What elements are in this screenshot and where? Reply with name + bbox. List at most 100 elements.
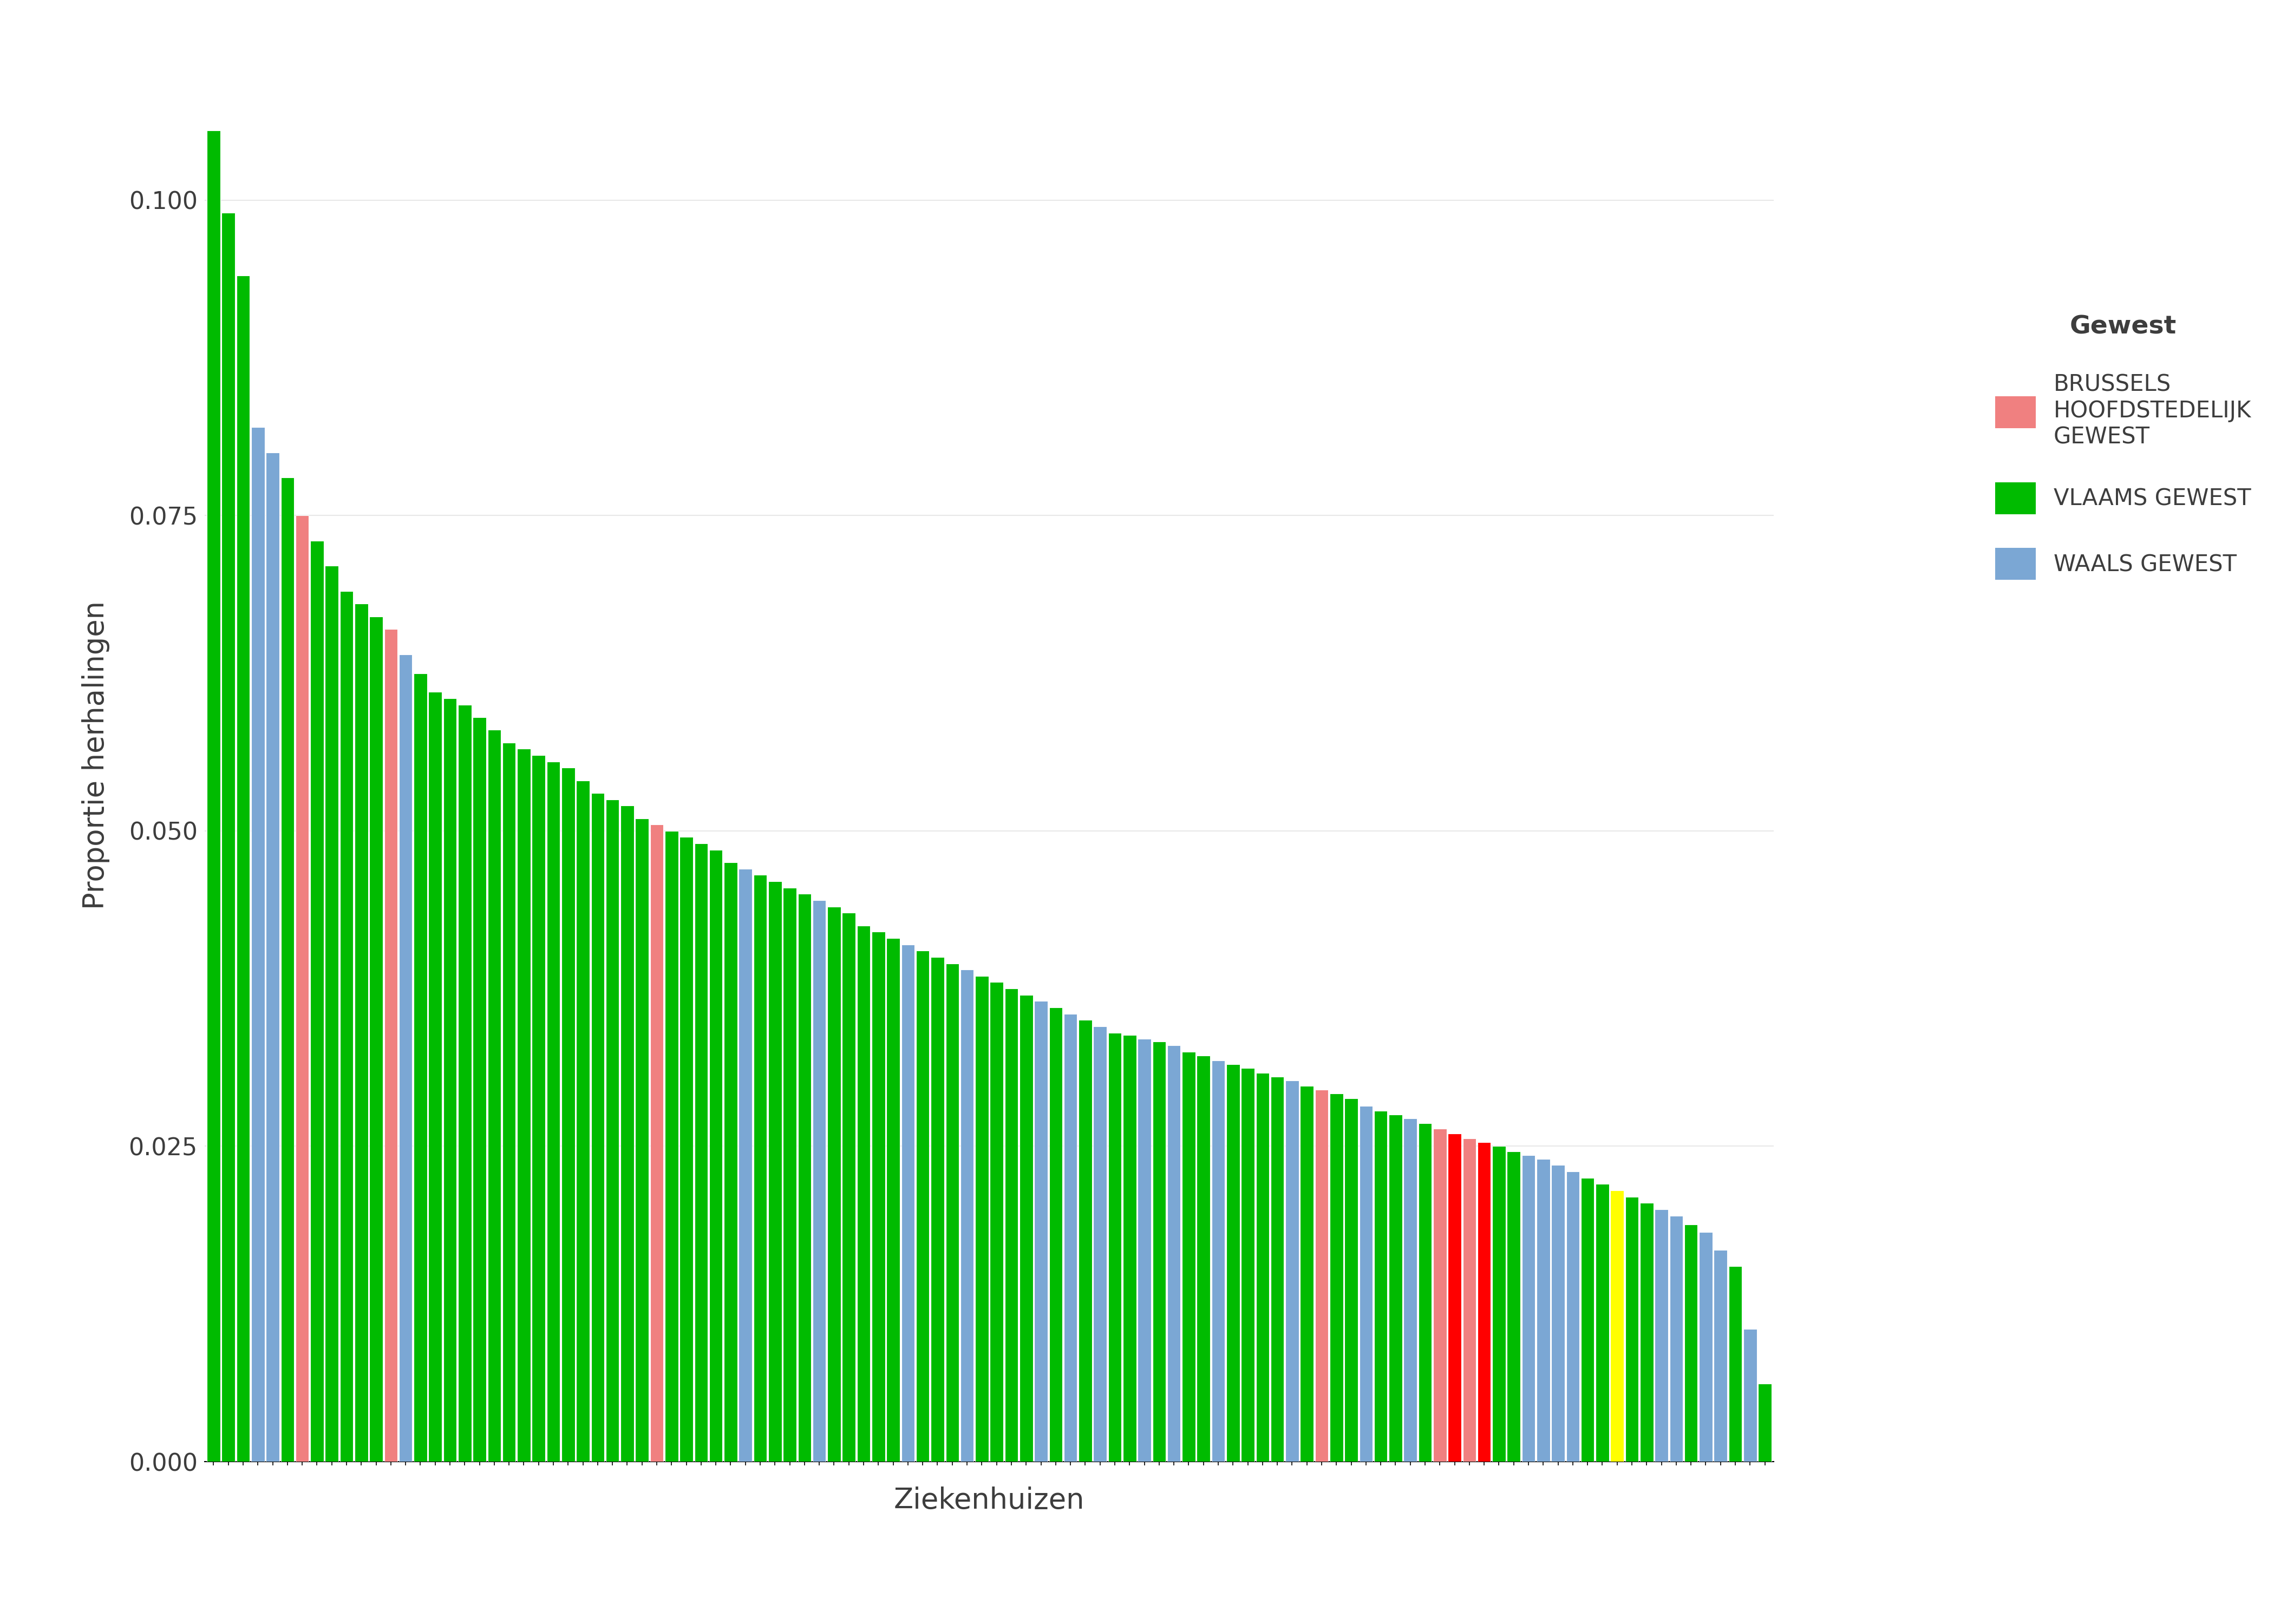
Bar: [871, 932, 885, 1462]
Bar: [723, 862, 737, 1462]
Bar: [1094, 1026, 1107, 1462]
Bar: [782, 888, 796, 1462]
Bar: [650, 825, 664, 1462]
Bar: [562, 768, 575, 1462]
Bar: [1314, 1090, 1328, 1462]
Bar: [1048, 1007, 1062, 1462]
Bar: [1373, 1111, 1387, 1462]
Bar: [355, 604, 368, 1462]
Bar: [280, 477, 293, 1462]
Bar: [1419, 1124, 1433, 1462]
Bar: [1123, 1034, 1137, 1462]
Bar: [398, 654, 412, 1462]
Bar: [236, 276, 250, 1462]
Bar: [1596, 1184, 1610, 1462]
Bar: [1508, 1151, 1521, 1462]
Bar: [916, 950, 930, 1462]
Bar: [414, 674, 428, 1462]
Bar: [1064, 1013, 1078, 1462]
Bar: [664, 831, 678, 1462]
Bar: [1301, 1086, 1314, 1462]
Bar: [812, 900, 825, 1462]
Bar: [207, 130, 221, 1462]
Bar: [1758, 1384, 1771, 1462]
Bar: [1715, 1250, 1728, 1462]
Bar: [1478, 1142, 1492, 1462]
Bar: [575, 781, 589, 1462]
Bar: [1137, 1039, 1151, 1462]
Bar: [1212, 1060, 1226, 1462]
Bar: [887, 939, 901, 1462]
Bar: [1107, 1033, 1121, 1462]
Bar: [487, 729, 500, 1462]
Bar: [516, 749, 530, 1462]
Bar: [1567, 1171, 1580, 1462]
Bar: [1226, 1064, 1239, 1462]
Bar: [309, 541, 323, 1462]
Bar: [1537, 1160, 1551, 1462]
Bar: [1403, 1119, 1417, 1462]
Bar: [503, 742, 516, 1462]
Bar: [634, 818, 648, 1462]
Bar: [339, 591, 352, 1462]
Bar: [1271, 1077, 1285, 1462]
Bar: [457, 705, 471, 1462]
Bar: [1196, 1056, 1210, 1462]
Bar: [250, 427, 264, 1462]
Bar: [325, 565, 339, 1462]
Bar: [546, 762, 559, 1462]
Bar: [221, 213, 234, 1462]
Bar: [266, 453, 280, 1462]
Bar: [989, 983, 1003, 1462]
Bar: [1610, 1190, 1624, 1462]
Bar: [753, 875, 766, 1462]
Bar: [1285, 1080, 1298, 1462]
Bar: [1685, 1224, 1699, 1462]
Bar: [930, 957, 944, 1462]
Bar: [1669, 1216, 1683, 1462]
Bar: [1005, 989, 1019, 1462]
Bar: [384, 628, 398, 1462]
Bar: [1626, 1197, 1640, 1462]
Bar: [1449, 1134, 1462, 1462]
Bar: [1344, 1098, 1358, 1462]
Bar: [1433, 1129, 1446, 1462]
Bar: [1153, 1041, 1167, 1462]
Bar: [368, 617, 382, 1462]
X-axis label: Ziekenhuizen: Ziekenhuizen: [894, 1486, 1085, 1515]
Bar: [443, 698, 457, 1462]
Bar: [798, 893, 812, 1462]
Bar: [857, 926, 871, 1462]
Bar: [1182, 1052, 1196, 1462]
Bar: [946, 963, 960, 1462]
Bar: [709, 849, 723, 1462]
Bar: [976, 976, 989, 1462]
Bar: [605, 799, 619, 1462]
Bar: [841, 913, 855, 1462]
Bar: [1699, 1233, 1712, 1462]
Bar: [473, 718, 487, 1462]
Bar: [1360, 1106, 1373, 1462]
Bar: [1521, 1155, 1535, 1462]
Bar: [1655, 1210, 1669, 1462]
Bar: [1389, 1114, 1403, 1462]
Bar: [694, 843, 707, 1462]
Bar: [1035, 1000, 1048, 1462]
Bar: [680, 836, 694, 1462]
Bar: [1078, 1020, 1092, 1462]
Bar: [1492, 1147, 1505, 1462]
Bar: [532, 755, 546, 1462]
Bar: [1462, 1138, 1476, 1462]
Legend: BRUSSELS
HOOFDSTEDELIJK
GEWEST, VLAAMS GEWEST, WAALS GEWEST: BRUSSELS HOOFDSTEDELIJK GEWEST, VLAAMS G…: [1983, 304, 2263, 591]
Bar: [1167, 1046, 1180, 1462]
Bar: [296, 515, 309, 1462]
Bar: [1255, 1073, 1269, 1462]
Bar: [1744, 1328, 1758, 1462]
Bar: [960, 970, 973, 1462]
Bar: [621, 806, 634, 1462]
Bar: [828, 906, 841, 1462]
Bar: [901, 945, 914, 1462]
Bar: [1728, 1267, 1742, 1462]
Bar: [428, 692, 441, 1462]
Bar: [769, 882, 782, 1462]
